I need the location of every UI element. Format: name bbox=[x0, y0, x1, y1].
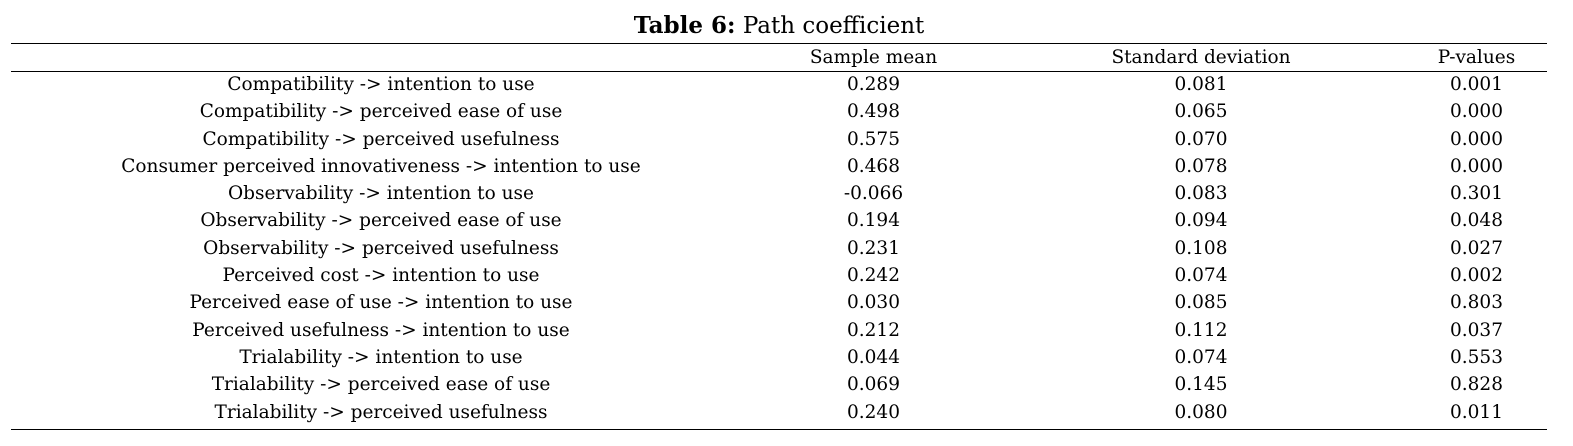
row-standard-deviation: 0.085 bbox=[1174, 292, 1228, 314]
table-row: Consumer perceived innovativeness -> int… bbox=[11, 153, 1547, 180]
caption-label: Table 6: bbox=[633, 12, 736, 39]
table-row: Trialability -> perceived ease of use 0.0… bbox=[11, 371, 1547, 398]
row-path: Perceived cost -> intention to use bbox=[222, 265, 540, 287]
row-sample-mean: 0.240 bbox=[847, 401, 900, 423]
row-standard-deviation: 0.070 bbox=[1174, 128, 1228, 150]
row-standard-deviation: 0.065 bbox=[1174, 101, 1228, 123]
table-header-rule bbox=[11, 71, 1547, 72]
table-row: Trialability -> intention to use 0.044 0.0… bbox=[11, 344, 1547, 371]
row-standard-deviation: 0.112 bbox=[1174, 319, 1228, 341]
row-path: Trialability -> intention to use bbox=[239, 346, 523, 368]
table-header-row: Sample mean Standard deviation P-values bbox=[11, 44, 1547, 71]
row-p-value: 0.048 bbox=[1450, 210, 1503, 232]
header-standard-deviation: Standard deviation bbox=[1111, 47, 1291, 68]
row-standard-deviation: 0.145 bbox=[1174, 374, 1228, 396]
row-path: Compatibility -> perceived usefulness bbox=[202, 128, 560, 150]
row-path: Compatibility -> intention to use bbox=[227, 74, 535, 95]
table-row: Perceived ease of use -> intention to us… bbox=[11, 289, 1547, 316]
table-row: Perceived usefulness -> intention to use… bbox=[11, 317, 1547, 344]
row-p-value: 0.301 bbox=[1450, 183, 1503, 205]
row-sample-mean: 0.468 bbox=[847, 155, 900, 177]
table-caption: Table 6: Path coefficient bbox=[0, 11, 1558, 41]
row-path: Observability -> perceived usefulness bbox=[203, 237, 559, 259]
row-standard-deviation: 0.074 bbox=[1174, 346, 1228, 368]
row-path: Perceived usefulness -> intention to use bbox=[192, 319, 570, 341]
row-sample-mean: 0.194 bbox=[847, 210, 900, 232]
row-path: Observability -> intention to use bbox=[228, 183, 534, 205]
row-standard-deviation: 0.080 bbox=[1174, 401, 1228, 423]
row-sample-mean: 0.030 bbox=[847, 292, 900, 314]
row-p-value: 0.803 bbox=[1450, 292, 1503, 314]
header-p-values: P-values bbox=[1437, 47, 1516, 68]
table-row: Perceived cost -> intention to use 0.242 0… bbox=[11, 262, 1547, 289]
row-sample-mean: 0.212 bbox=[847, 319, 900, 341]
row-sample-mean: 0.242 bbox=[847, 265, 900, 287]
table-body: Compatibility -> intention to use 0.289 0.… bbox=[11, 71, 1547, 426]
row-p-value: 0.011 bbox=[1450, 401, 1503, 423]
row-path: Compatibility -> perceived ease of use bbox=[199, 101, 563, 123]
table-row: Compatibility -> intention to use 0.289 0.… bbox=[11, 71, 1547, 98]
row-p-value: 0.037 bbox=[1450, 319, 1503, 341]
row-p-value: 0.000 bbox=[1450, 128, 1503, 150]
row-standard-deviation: 0.074 bbox=[1174, 265, 1228, 287]
row-p-value: 0.828 bbox=[1450, 374, 1503, 396]
row-sample-mean: -0.066 bbox=[843, 183, 904, 205]
header-path bbox=[11, 44, 751, 71]
table-row: Observability -> intention to use -0.066 0… bbox=[11, 180, 1547, 207]
row-path: Trialability -> perceived usefulness bbox=[214, 401, 548, 423]
row-standard-deviation: 0.108 bbox=[1174, 237, 1228, 259]
header-sample-mean: Sample mean bbox=[809, 47, 938, 68]
table-top-rule bbox=[11, 43, 1547, 44]
row-standard-deviation: 0.094 bbox=[1174, 210, 1228, 232]
row-sample-mean: 0.231 bbox=[847, 237, 900, 259]
table-bottom-rule bbox=[11, 429, 1547, 430]
row-sample-mean: 0.498 bbox=[847, 101, 900, 123]
row-sample-mean: 0.289 bbox=[847, 74, 900, 95]
row-sample-mean: 0.575 bbox=[847, 128, 900, 150]
row-p-value: 0.000 bbox=[1450, 155, 1503, 177]
row-standard-deviation: 0.083 bbox=[1174, 183, 1228, 205]
table-row: Compatibility -> perceived ease of use 0.… bbox=[11, 98, 1547, 125]
caption-title: Path coefficient bbox=[742, 13, 925, 39]
table-row: Observability -> perceived ease of use 0.… bbox=[11, 207, 1547, 234]
table-row: Observability -> perceived usefulness 0.2… bbox=[11, 235, 1547, 262]
row-sample-mean: 0.069 bbox=[847, 374, 900, 396]
row-path: Consumer perceived innovativeness -> int… bbox=[121, 155, 641, 177]
row-p-value: 0.002 bbox=[1450, 265, 1503, 287]
table-row: Trialability -> perceived usefulness 0.24… bbox=[11, 399, 1547, 426]
row-sample-mean: 0.044 bbox=[847, 346, 900, 368]
row-p-value: 0.027 bbox=[1450, 237, 1503, 259]
row-path: Observability -> perceived ease of use bbox=[200, 210, 562, 232]
row-standard-deviation: 0.078 bbox=[1174, 155, 1228, 177]
row-standard-deviation: 0.081 bbox=[1174, 74, 1228, 95]
table-row: Compatibility -> perceived usefulness 0.5… bbox=[11, 126, 1547, 153]
row-path: Trialability -> perceived ease of use bbox=[211, 374, 551, 396]
row-path: Perceived ease of use -> intention to us… bbox=[189, 292, 573, 314]
row-p-value: 0.553 bbox=[1450, 346, 1503, 368]
row-p-value: 0.000 bbox=[1450, 101, 1503, 123]
path-coefficient-table: Sample mean Standard deviation P-values … bbox=[11, 44, 1547, 426]
row-p-value: 0.001 bbox=[1450, 74, 1503, 95]
